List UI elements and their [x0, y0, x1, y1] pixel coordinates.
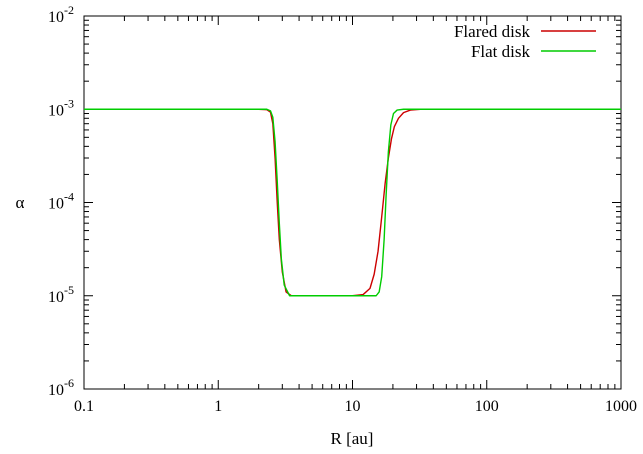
- series-line-flared-disk: [84, 108, 621, 297]
- legend-label: Flared disk: [454, 22, 531, 41]
- y-tick-label: 10-4: [48, 190, 74, 213]
- x-tick-label: 1: [214, 398, 222, 415]
- series-line-flat-disk: [84, 108, 621, 297]
- x-tick-label: 10: [345, 398, 361, 415]
- x-tick-label: 100: [475, 398, 499, 415]
- x-tick-label: 0.1: [74, 398, 94, 415]
- y-tick-label: 10-3: [48, 96, 74, 119]
- x-tick-label: 1000: [605, 398, 637, 415]
- legend-label: Flat disk: [471, 42, 531, 61]
- y-tick-label: 10-6: [48, 376, 74, 399]
- y-tick-label: 10-2: [48, 3, 74, 26]
- y-tick-label: 10-5: [48, 283, 74, 306]
- ticks-layer: 0.1 1 10 100 1000 10-6 10-5 10-4 10-3 10-2: [48, 3, 637, 415]
- y-axis-title: α: [16, 193, 25, 212]
- plot-area-frame: [83, 15, 622, 390]
- x-axis-title: R [au]: [331, 429, 374, 448]
- series-layer: [84, 108, 621, 297]
